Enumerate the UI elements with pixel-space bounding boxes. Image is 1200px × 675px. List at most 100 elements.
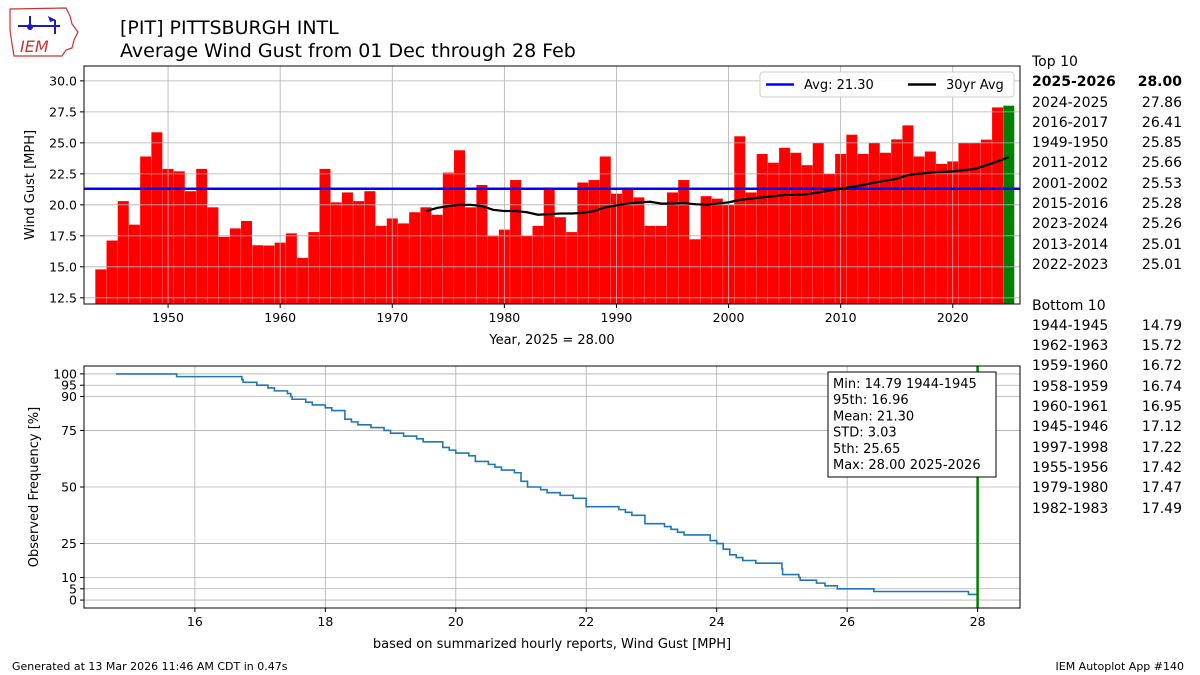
top-season: 2015-2016 xyxy=(1032,196,1109,213)
bar-1973 xyxy=(420,207,432,304)
bar-2009 xyxy=(823,173,835,304)
x-tick-label: 24 xyxy=(709,614,725,629)
bar-2011 xyxy=(846,134,858,304)
x-tick-label: 28 xyxy=(970,614,986,629)
y-tick-label: 50 xyxy=(61,480,77,495)
bar-1954 xyxy=(207,207,219,304)
bottom-value: 17.12 xyxy=(1141,419,1182,436)
bottom-value: 16.72 xyxy=(1141,358,1182,375)
top-value: 25.28 xyxy=(1141,196,1182,213)
y-tick-label: 5 xyxy=(69,581,77,596)
bar-2012 xyxy=(857,154,869,304)
bar-1976 xyxy=(454,150,466,304)
bar-1984 xyxy=(543,187,555,304)
frequency-line xyxy=(115,373,979,601)
y-tick-label: 17.5 xyxy=(49,228,77,243)
top-row: 2013-2014 25.01 xyxy=(1032,235,1192,255)
bottom-value: 17.49 xyxy=(1141,500,1182,517)
bar-2024 xyxy=(992,107,1004,304)
bar-1944 xyxy=(95,269,107,304)
bottom-season: 1959-1960 xyxy=(1032,358,1109,375)
bar-2002 xyxy=(745,192,757,304)
legend-box xyxy=(759,71,1015,98)
legend-30yr-label: 30yr Avg xyxy=(946,78,1004,93)
bottom-value: 16.95 xyxy=(1141,399,1182,416)
thirty-year-average-line xyxy=(425,156,1010,216)
ranking-panel: Top 10 2025-2026 28.00 2024-2025 27.86 2016-… xyxy=(1032,52,1192,519)
bar-1996 xyxy=(678,180,690,304)
y-tick-label: 20.0 xyxy=(49,197,77,212)
bar-1979 xyxy=(487,236,499,304)
bar-1981 xyxy=(510,180,522,304)
bottom-season: 1944-1945 xyxy=(1032,317,1109,334)
bottom-season: 1945-1946 xyxy=(1032,419,1109,436)
bar-1957 xyxy=(241,220,253,304)
bar-1985 xyxy=(554,217,566,304)
x-tick-label: 2020 xyxy=(937,310,969,325)
bar-1955 xyxy=(218,236,230,304)
bottom-row: 1982-1983 17.49 xyxy=(1032,499,1192,519)
top-row: 2016-2017 26.41 xyxy=(1032,113,1192,133)
y-axis-label: Observed Frequency [%] xyxy=(27,407,42,567)
top-value: 25.01 xyxy=(1141,236,1182,253)
bar-2018 xyxy=(924,151,936,304)
y-tick-label: 100 xyxy=(53,366,77,381)
top-season: 1949-1950 xyxy=(1032,135,1109,152)
bar-1972 xyxy=(409,212,421,304)
bar-2013 xyxy=(868,142,880,304)
bar-1999 xyxy=(711,198,723,304)
bar-2016 xyxy=(902,125,914,305)
stats-line: 95th: 16.96 xyxy=(833,393,909,408)
bar-1988 xyxy=(588,180,600,304)
bar-1983 xyxy=(532,225,544,304)
y-tick-label: 10 xyxy=(61,570,77,585)
x-tick-label: 1980 xyxy=(488,310,520,325)
top-row: 2015-2016 25.28 xyxy=(1032,194,1192,214)
bar-2021 xyxy=(958,142,970,304)
bar-1991 xyxy=(622,188,634,304)
top-season: 2025-2026 xyxy=(1032,74,1116,91)
bar-1994 xyxy=(655,225,667,304)
bar-1982 xyxy=(521,235,533,304)
top-value: 26.41 xyxy=(1141,114,1182,131)
top-row: 2025-2026 28.00 xyxy=(1032,72,1192,92)
bar-2008 xyxy=(812,142,824,304)
bar-1998 xyxy=(700,196,712,304)
app-label: IEM Autoplot App #140 xyxy=(1055,660,1185,673)
stats-line: Max: 28.00 2025-2026 xyxy=(833,458,981,473)
x-tick-label: 26 xyxy=(839,614,855,629)
x-tick-label: 22 xyxy=(578,614,594,629)
top-value: 25.53 xyxy=(1141,175,1182,192)
x-tick-label: 2000 xyxy=(713,310,745,325)
bar-1992 xyxy=(633,197,645,304)
bottom-row: 1958-1959 16.74 xyxy=(1032,377,1192,397)
bar-1952 xyxy=(184,191,196,304)
bottom-row: 1944-1945 14.79 xyxy=(1032,316,1192,336)
top-season: 2024-2025 xyxy=(1032,94,1109,111)
y-tick-label: 12.5 xyxy=(49,290,77,305)
x-axis-label: based on summarized hourly reports, Wind… xyxy=(373,637,731,652)
bottom-row: 1979-1980 17.47 xyxy=(1032,478,1192,498)
bar-1963 xyxy=(308,232,320,304)
top-row: 2022-2023 25.01 xyxy=(1032,255,1192,275)
stats-line: STD: 3.03 xyxy=(833,426,897,441)
bar-2001 xyxy=(734,136,746,304)
bar-1968 xyxy=(364,191,376,304)
y-axis-label: Wind Gust [MPH] xyxy=(23,130,38,240)
bar-1993 xyxy=(644,225,656,304)
x-tick-label: 16 xyxy=(187,614,203,629)
bar-1945 xyxy=(106,240,118,304)
bottom-row: 1945-1946 17.12 xyxy=(1032,417,1192,437)
bar-1987 xyxy=(577,182,589,304)
legend: Avg: 21.30 30yr Avg xyxy=(759,71,1015,98)
y-tick-label: 27.5 xyxy=(49,104,77,119)
bottom-row: 1997-1998 17.22 xyxy=(1032,438,1192,458)
chart-title: [PIT] PITTSBURGH INTL xyxy=(120,17,339,39)
bar-chart-wind-gust: 1950 1960 1970 1980 1990 2000 2010 2020 12.5 15.0… xyxy=(23,65,1021,348)
bar-2019 xyxy=(936,163,948,304)
bar-2006 xyxy=(790,152,802,304)
bar-2005 xyxy=(779,147,791,304)
